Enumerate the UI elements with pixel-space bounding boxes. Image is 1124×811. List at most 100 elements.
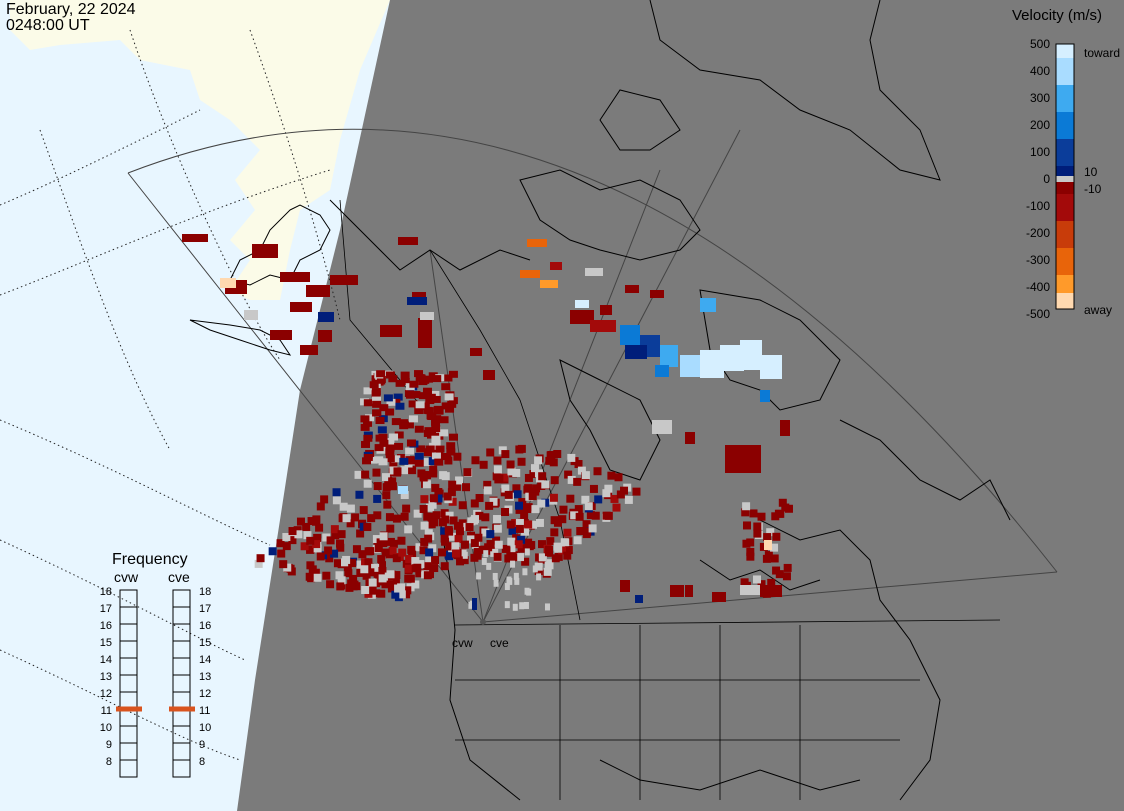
velocity-cell [254, 559, 263, 568]
velocity-cell [534, 567, 543, 576]
legend-tick-label: -500 [1026, 307, 1050, 321]
velocity-cell [363, 479, 372, 488]
velocity-cell [313, 533, 322, 542]
velocity-cell [308, 565, 317, 574]
velocity-cell [470, 539, 479, 548]
legend-swatch [1056, 112, 1074, 139]
velocity-cell [408, 400, 418, 408]
coastline-greenland [649, 0, 941, 181]
frequency-marker-cve [169, 706, 195, 712]
velocity-cell [518, 544, 527, 553]
velocity-cell [549, 493, 558, 502]
velocity-cell [424, 529, 433, 538]
velocity-cell [759, 542, 768, 551]
velocity-cell [538, 472, 547, 481]
velocity-cell [559, 505, 568, 514]
velocity-cell [462, 483, 471, 492]
velocity-cell [363, 387, 373, 395]
velocity-cell [749, 509, 758, 518]
velocity-cell [652, 420, 672, 434]
velocity-cell [515, 505, 524, 514]
velocity-cell [431, 452, 441, 460]
velocity-cell [360, 415, 370, 423]
velocity-cell [700, 298, 716, 312]
velocity-cell [402, 504, 411, 513]
velocity-cell [428, 544, 437, 553]
velocity-cell [499, 473, 508, 482]
velocity-cell [361, 440, 371, 448]
velocity-cell [546, 537, 555, 546]
velocity-cell [371, 388, 381, 396]
velocity-cell [268, 547, 277, 556]
velocity-cell [501, 450, 510, 459]
velocity-cell [414, 459, 424, 467]
velocity-cell [558, 515, 567, 524]
velocity-cell [425, 548, 434, 557]
velocity-cell [368, 586, 377, 595]
land-daylight-area [10, 0, 390, 300]
velocity-cell [394, 431, 404, 439]
velocity-cell [452, 482, 461, 491]
velocity-cell [377, 589, 386, 598]
velocity-cell [415, 569, 424, 578]
velocity-cell [475, 494, 484, 503]
velocity-cell [302, 522, 311, 531]
velocity-cell [507, 537, 516, 546]
velocity-cell [427, 431, 437, 439]
velocity-cell [560, 538, 569, 547]
velocity-cell [483, 370, 495, 380]
velocity-cell [527, 239, 547, 247]
legend-swatch [1056, 293, 1074, 309]
velocity-cell [331, 531, 340, 540]
velocity-cell [361, 470, 370, 479]
velocity-cell [393, 467, 402, 476]
velocity-cell [523, 505, 532, 514]
velocity-cell [384, 577, 393, 586]
velocity-cell [512, 484, 521, 493]
velocity-cell [372, 409, 382, 417]
velocity-cell [409, 380, 419, 388]
frequency-tick-right: 13 [199, 671, 211, 683]
velocity-cell [330, 549, 339, 558]
velocity-cell [379, 404, 389, 412]
velocity-cell [550, 476, 559, 485]
velocity-cell [742, 539, 751, 548]
velocity-cell [394, 442, 404, 450]
graticule-line [0, 419, 271, 546]
velocity-cell [531, 505, 540, 514]
velocity-cell [725, 445, 761, 473]
velocity-cell [326, 580, 335, 589]
velocity-cell [376, 375, 386, 383]
velocity-cell [760, 355, 782, 379]
velocity-cell [394, 584, 403, 593]
velocity-cell [400, 512, 409, 521]
velocity-cell [441, 515, 450, 524]
velocity-cell [306, 545, 315, 554]
velocity-cell [439, 429, 449, 437]
velocity-cell [532, 484, 541, 493]
velocity-cell [583, 527, 592, 536]
velocity-cell [524, 520, 533, 529]
velocity-cell [391, 590, 400, 599]
velocity-cell [432, 375, 442, 383]
velocity-cell [420, 521, 429, 530]
velocity-cell [767, 578, 776, 587]
velocity-cell [470, 499, 479, 508]
velocity-cell [550, 262, 562, 270]
velocity-cell [625, 285, 639, 293]
velocity-cell [540, 280, 558, 288]
velocity-cell [760, 390, 770, 402]
velocity-cell [501, 544, 510, 553]
velocity-cell [386, 570, 395, 579]
velocity-cell [483, 480, 492, 489]
timestamp-time: 0248:00 UT [6, 17, 90, 34]
frequency-tick-right: 10 [199, 722, 211, 734]
velocity-cell [385, 455, 395, 463]
territory-border [429, 249, 521, 401]
velocity-cell [382, 483, 391, 492]
velocity-cell [655, 365, 669, 377]
frequency-radar-right: cve [168, 569, 190, 585]
velocity-cell [524, 548, 530, 556]
velocity-cell [300, 345, 318, 355]
legend-tick-label: 300 [1030, 91, 1050, 105]
